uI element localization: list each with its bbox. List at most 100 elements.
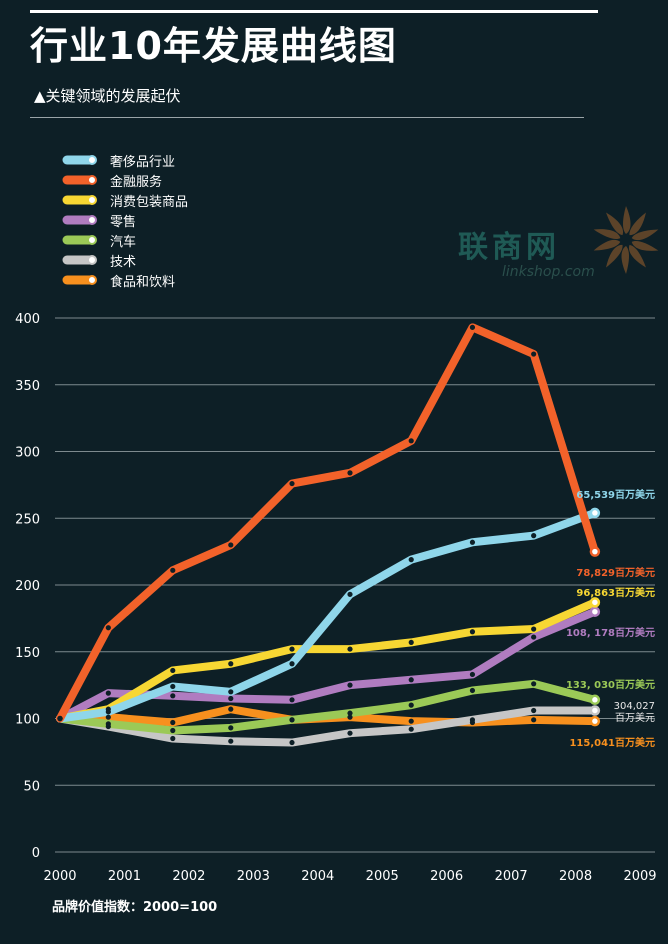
series-line bbox=[56, 323, 599, 723]
data-point bbox=[589, 597, 601, 608]
data-point bbox=[105, 625, 111, 631]
data-point bbox=[289, 717, 295, 723]
data-point bbox=[531, 351, 537, 357]
watermark-tagline: linkshop.com bbox=[502, 264, 595, 280]
data-point bbox=[469, 324, 476, 330]
top-rule bbox=[30, 10, 598, 13]
data-point bbox=[469, 671, 476, 678]
data-point bbox=[531, 626, 537, 632]
data-point bbox=[105, 690, 111, 696]
legend-swatch bbox=[62, 250, 100, 270]
series-end-label: 133, 030百万美元 bbox=[566, 678, 655, 691]
data-point bbox=[589, 507, 601, 519]
legend-label: 消费包装商品 bbox=[110, 194, 189, 210]
data-point bbox=[228, 689, 234, 695]
data-point bbox=[347, 591, 353, 597]
legend-swatch bbox=[62, 190, 100, 210]
data-point bbox=[408, 702, 414, 708]
y-tick-label: 200 bbox=[15, 579, 40, 594]
legend-item: 汽车 bbox=[62, 230, 188, 250]
y-tick-label: 100 bbox=[15, 713, 40, 728]
legend-label: 汽车 bbox=[110, 234, 137, 250]
legend-swatch bbox=[62, 230, 100, 250]
data-point bbox=[469, 687, 476, 694]
data-point bbox=[289, 697, 295, 703]
data-point bbox=[408, 557, 414, 563]
data-point bbox=[347, 730, 353, 736]
x-tick-label: 2002 bbox=[172, 869, 205, 884]
data-point bbox=[347, 646, 353, 652]
legend-item: 消费包装商品 bbox=[62, 190, 188, 210]
data-point bbox=[531, 707, 537, 714]
series-end-label: 96,863百万美元 bbox=[576, 586, 655, 599]
legend-label: 奢侈品行业 bbox=[110, 154, 176, 170]
data-point bbox=[105, 714, 111, 720]
page-title: 行业10年发展曲线图 bbox=[30, 24, 397, 68]
data-point bbox=[228, 661, 234, 667]
data-point bbox=[170, 719, 176, 726]
chart-footnote: 品牌价值指数：2000=100 bbox=[52, 900, 218, 915]
series-line bbox=[56, 706, 599, 747]
data-point bbox=[347, 710, 353, 716]
data-point bbox=[589, 546, 601, 557]
y-tick-label: 350 bbox=[15, 379, 40, 394]
x-tick-label: 2008 bbox=[559, 869, 592, 884]
x-tick-label: 2004 bbox=[301, 869, 334, 884]
legend-label: 技术 bbox=[110, 254, 137, 270]
data-point bbox=[170, 693, 176, 699]
legend-swatch bbox=[62, 270, 100, 290]
legend-swatch bbox=[62, 150, 100, 170]
series-line bbox=[56, 607, 599, 723]
data-point bbox=[228, 542, 234, 548]
data-point bbox=[228, 695, 234, 702]
data-point bbox=[289, 661, 295, 667]
data-point bbox=[408, 718, 414, 724]
x-tick-label: 2003 bbox=[237, 869, 270, 884]
data-point bbox=[531, 681, 537, 687]
data-point bbox=[170, 735, 176, 742]
data-point bbox=[408, 639, 414, 646]
data-point bbox=[408, 726, 414, 732]
data-point bbox=[589, 694, 601, 706]
x-tick-label: 2001 bbox=[108, 869, 141, 884]
watermark-brand: 联商网 bbox=[458, 230, 560, 265]
data-point bbox=[170, 667, 176, 674]
series-line bbox=[56, 598, 599, 723]
data-point bbox=[289, 480, 295, 487]
series-end-label: 304,027 百万美元 bbox=[614, 701, 655, 724]
series-line bbox=[56, 679, 599, 735]
legend-swatch bbox=[62, 210, 100, 230]
data-point bbox=[105, 709, 111, 715]
watermark-sun-icon bbox=[593, 206, 659, 274]
legend-item: 金融服务 bbox=[62, 170, 188, 190]
legend-swatch bbox=[62, 170, 100, 190]
data-point bbox=[531, 634, 537, 640]
data-point bbox=[531, 533, 537, 539]
x-tick-label: 2007 bbox=[495, 869, 528, 884]
chart-legend: 奢侈品行业 金融服务消费包装商品 零售汽车技术食品和饮料 bbox=[62, 150, 188, 290]
data-point bbox=[531, 717, 537, 723]
data-point bbox=[57, 715, 63, 722]
page-subtitle: ▲关键领域的发展起伏 bbox=[34, 87, 181, 105]
data-point bbox=[469, 539, 476, 545]
y-tick-label: 150 bbox=[15, 646, 40, 661]
x-tick-label: 2005 bbox=[366, 869, 399, 884]
legend-item: 技术 bbox=[62, 250, 188, 270]
data-point bbox=[347, 470, 353, 476]
data-point bbox=[170, 683, 176, 690]
legend-label: 食品和饮料 bbox=[110, 274, 176, 290]
series-line bbox=[56, 508, 599, 723]
x-tick-label: 2009 bbox=[623, 869, 656, 884]
data-point bbox=[228, 706, 234, 712]
y-tick-label: 300 bbox=[15, 446, 40, 461]
x-tick-label: 2006 bbox=[430, 869, 463, 884]
series-end-label: 115,041百万美元 bbox=[569, 736, 655, 749]
data-point bbox=[589, 606, 601, 617]
legend-label: 零售 bbox=[110, 214, 137, 230]
y-tick-label: 0 bbox=[32, 846, 40, 861]
data-point bbox=[105, 721, 111, 727]
data-point bbox=[289, 739, 295, 746]
data-point bbox=[469, 717, 476, 723]
data-point bbox=[589, 715, 601, 727]
